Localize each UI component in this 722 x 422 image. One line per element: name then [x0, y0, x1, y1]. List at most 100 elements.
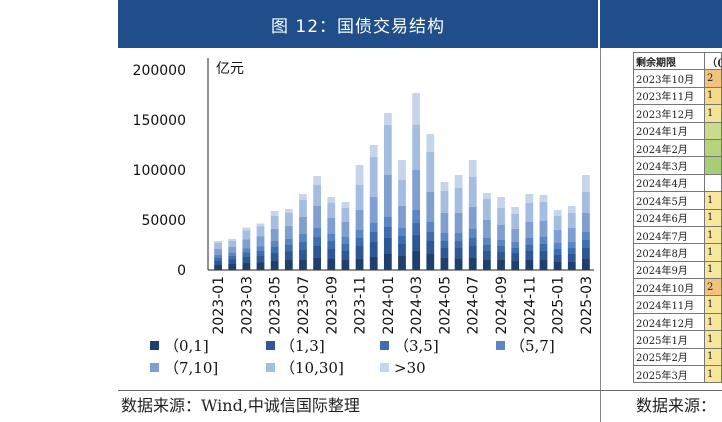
bar-segment [341, 222, 350, 237]
bar-segment [525, 222, 534, 238]
y-tick-label: 200000 [133, 63, 186, 79]
bar-segment [270, 229, 279, 241]
bar-segment [228, 264, 237, 270]
bar-segment [539, 202, 548, 221]
bar-segment [242, 252, 251, 257]
table-row: 2025年2月 1 [633, 347, 722, 367]
table-row-value: 2 [704, 278, 722, 297]
bar-segment [284, 251, 293, 260]
bar-segment [313, 176, 322, 185]
bar-segment [242, 248, 251, 253]
bar-segment [284, 213, 293, 226]
bar-segment [426, 241, 435, 254]
x-tick-label: 2024-05 [437, 276, 453, 335]
bar-segment [553, 243, 562, 249]
bar-segment [341, 208, 350, 222]
bar-segment [440, 248, 449, 258]
bar-segment [582, 232, 590, 240]
bar-segment [454, 175, 463, 188]
bar-segment [398, 236, 406, 244]
bar-segment [426, 232, 435, 241]
bar-segment [242, 227, 251, 231]
y-tick-label: 100000 [133, 163, 186, 179]
bar-segment [383, 125, 392, 175]
bar-segment [468, 258, 477, 270]
bar-segment [412, 125, 421, 170]
bar-segment [327, 197, 336, 203]
legend-label: （5,7] [510, 337, 555, 355]
table-row-value: 1 [704, 330, 722, 349]
table-row-label: 2023年12月 [633, 104, 705, 123]
bar-segment [454, 248, 463, 259]
bar-segment [327, 203, 336, 218]
table-row: 2024年12月 1 [633, 312, 722, 332]
table-row-label: 2024年1月 [633, 121, 705, 140]
bar-segment [454, 213, 463, 233]
bar-segment [468, 238, 477, 246]
legend-label: （3,5] [394, 337, 439, 355]
legend-label: （10,30] [280, 359, 344, 377]
table-row: 2024年4月 [633, 173, 722, 193]
bar-segment [426, 222, 435, 232]
bar-segment [525, 260, 534, 270]
bar-segment [412, 93, 421, 125]
bar-segment [426, 254, 435, 270]
bar-segment [341, 237, 350, 244]
bar-segment [582, 248, 590, 259]
bar-segment [228, 241, 237, 247]
x-tick-label: 2024-11 [522, 276, 538, 335]
bar-segment [214, 243, 222, 249]
table-row-value [704, 156, 722, 175]
bar-segment [299, 250, 307, 260]
legend-swatch [380, 341, 389, 350]
bar-segment [383, 113, 392, 125]
bar-segment [256, 236, 265, 247]
bar-segment [284, 245, 293, 252]
bar-segment [242, 263, 251, 270]
table-row-label: 2025年1月 [633, 330, 705, 349]
bar-segment [214, 249, 222, 255]
bar-segment [539, 221, 548, 237]
table-header-cell: 剩余期限 [633, 51, 705, 71]
bar-segment [313, 246, 322, 258]
bar-segment [398, 160, 406, 180]
legend-swatch [266, 341, 275, 350]
bar-segment [454, 188, 463, 213]
bar-segment [327, 234, 336, 241]
bar-segment [412, 251, 421, 270]
bar-segment [299, 260, 307, 270]
bar-segment [468, 246, 477, 258]
table-row-label: 2024年12月 [633, 312, 705, 332]
bar-segment [313, 206, 322, 228]
bar-segment [482, 193, 491, 199]
bar-segment [440, 241, 449, 248]
table-row-value: 1 [704, 225, 722, 245]
legend-swatch [266, 363, 275, 372]
bar-segment [482, 260, 491, 270]
bar-segment [214, 258, 222, 261]
bar-segment [256, 256, 265, 263]
bar-segment [355, 210, 364, 230]
bar-segment [553, 249, 562, 255]
table-row-value: 1 [704, 295, 722, 314]
bar-segment [440, 182, 449, 191]
bar-segment [497, 252, 505, 260]
source-divider [118, 390, 722, 391]
bar-segment [482, 238, 491, 245]
table-row: 2023年11月 1 [633, 86, 722, 106]
bar-segment [228, 253, 237, 256]
bar-segment [567, 206, 576, 213]
table-row-label: 2024年3月 [633, 156, 705, 175]
y-tick-label: 150000 [133, 113, 186, 129]
table-row-value: 1 [704, 86, 722, 106]
table-row-value: 1 [704, 191, 722, 210]
bar-segment [412, 210, 421, 223]
y-tick-label: 0 [177, 263, 186, 279]
table-header-cell: （( [704, 51, 722, 71]
bar-segment [468, 229, 477, 238]
legend-label: （0,1] [164, 337, 209, 355]
bar-segment [511, 248, 520, 253]
bar-segment [567, 254, 576, 262]
bar-segment [256, 226, 265, 237]
table-row: 2025年1月 1 [633, 330, 722, 349]
